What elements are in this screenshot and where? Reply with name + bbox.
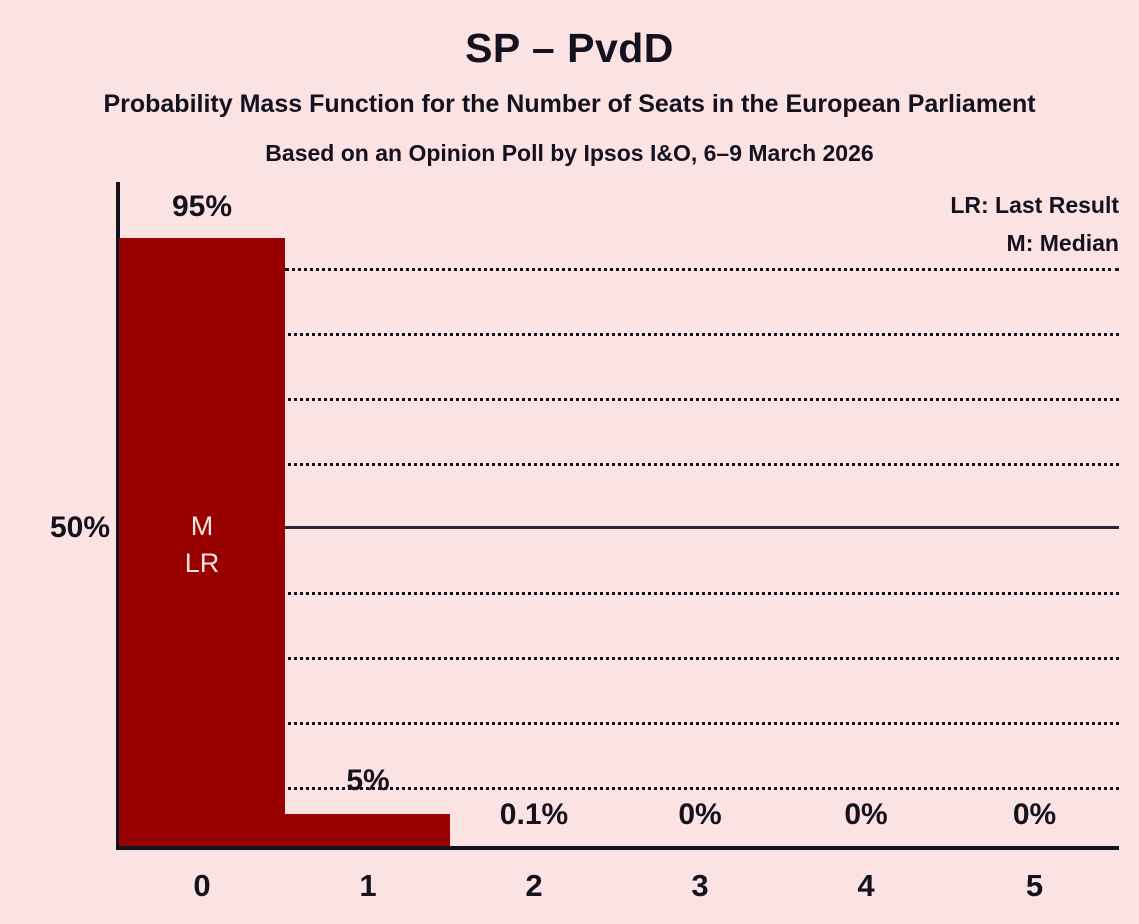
gridline-10 xyxy=(119,787,1119,790)
x-tick-label-2: 2 xyxy=(525,868,543,903)
y-axis-line xyxy=(116,182,120,846)
x-tick-label-3: 3 xyxy=(691,868,709,903)
gridline-70 xyxy=(119,398,1119,401)
gridline-50-major xyxy=(119,526,1119,529)
bar-seats-1[interactable] xyxy=(285,814,450,846)
gridline-90 xyxy=(285,268,1119,271)
gridline-20 xyxy=(119,722,1119,725)
value-label-seats-0: 95% xyxy=(171,190,233,223)
x-axis-line xyxy=(116,846,1119,850)
value-label-seats-3: 0% xyxy=(678,798,722,831)
chart-source-subtitle: Based on an Opinion Poll by Ipsos I&O, 6… xyxy=(265,140,874,166)
value-label-seats-2: 0.1% xyxy=(499,798,569,831)
value-label-seats-1: 5% xyxy=(346,764,390,797)
legend-item-last-result: LR: Last Result xyxy=(950,192,1119,218)
plot-area: M LR xyxy=(116,182,1119,850)
bar-seats-0[interactable]: M LR xyxy=(119,238,285,846)
x-tick-label-5: 5 xyxy=(1025,868,1044,903)
gridline-40 xyxy=(119,592,1119,595)
chart-legend: LR: Last Result M: Median xyxy=(950,186,1119,262)
last-result-marker-label: LR xyxy=(184,548,220,578)
y-axis-tick-label-50: 50% xyxy=(49,511,110,544)
x-tick-label-4: 4 xyxy=(857,868,875,903)
chart-subtitle: Probability Mass Function for the Number… xyxy=(103,90,1036,118)
legend-item-median: M: Median xyxy=(1006,230,1119,256)
gridline-30 xyxy=(119,657,1119,660)
value-label-seats-5: 0% xyxy=(1012,798,1057,831)
median-marker-label: M xyxy=(190,511,214,541)
gridline-60 xyxy=(119,463,1119,466)
value-label-seats-4: 0% xyxy=(844,798,888,831)
gridline-80 xyxy=(119,333,1119,336)
x-tick-label-1: 1 xyxy=(359,868,377,903)
x-tick-label-0: 0 xyxy=(193,868,211,903)
page-title: SP – PvdD xyxy=(465,25,674,71)
